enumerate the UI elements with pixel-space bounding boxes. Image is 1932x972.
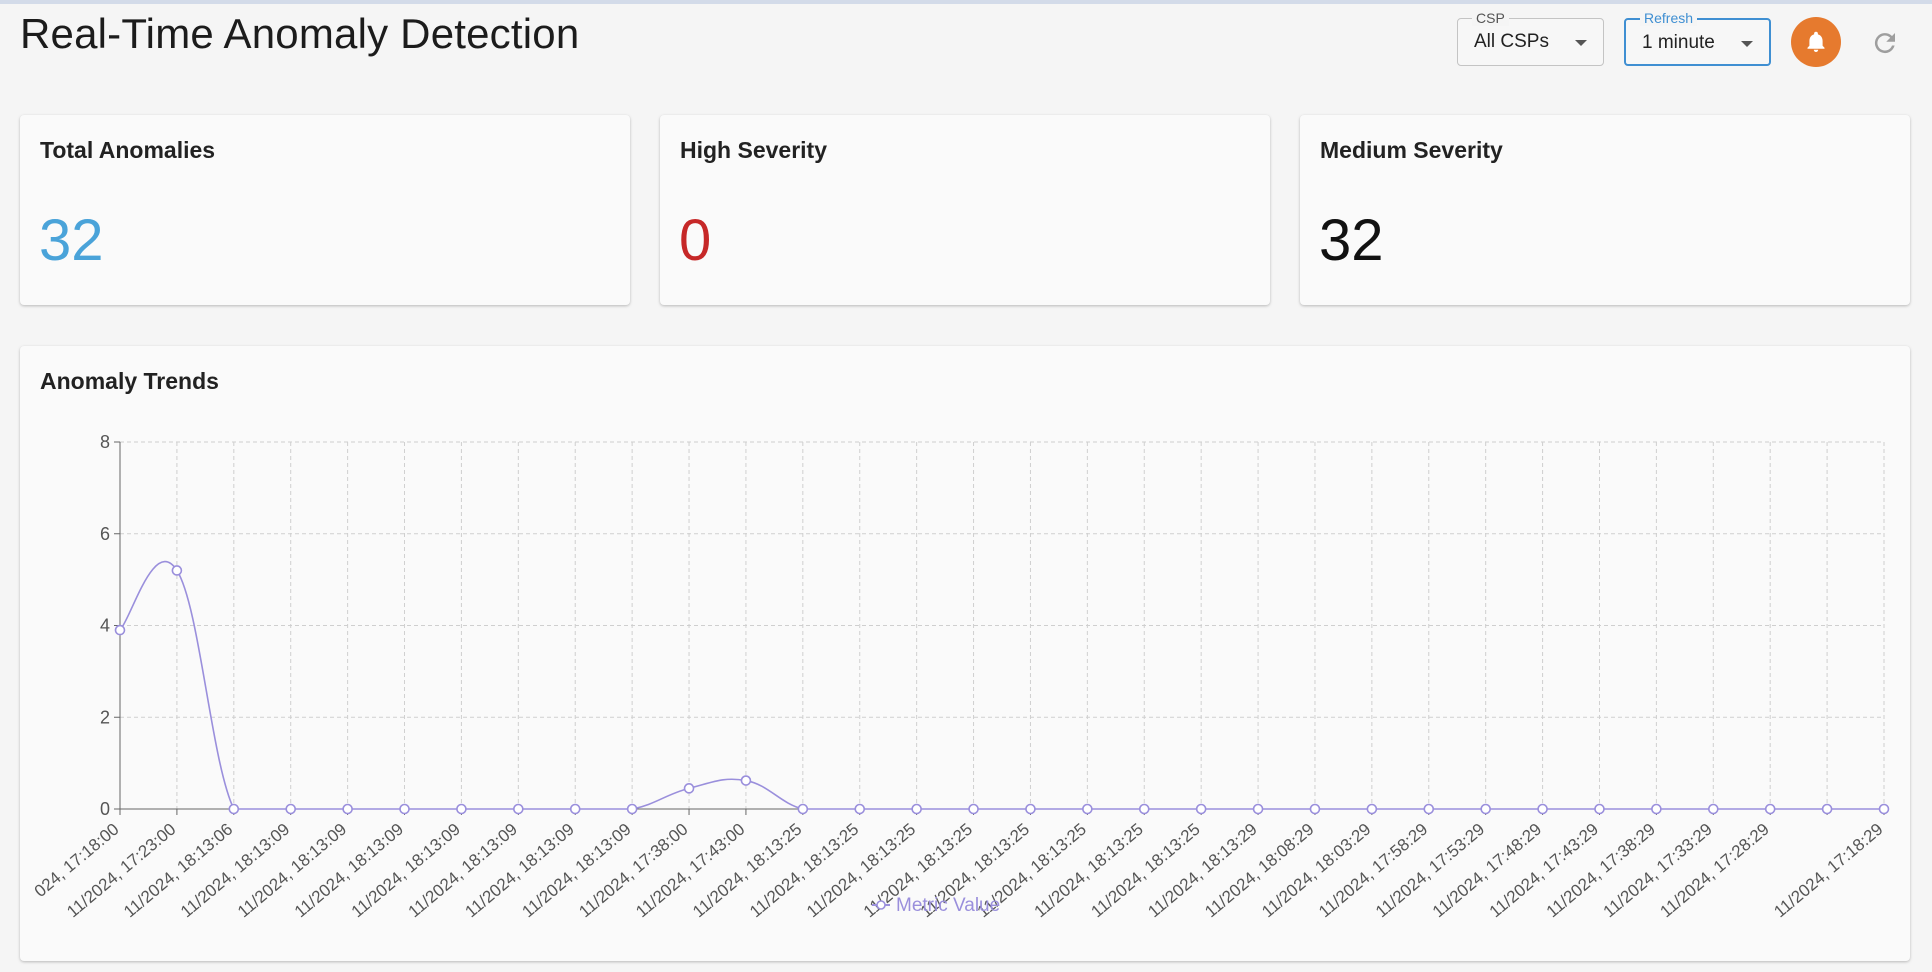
notifications-button[interactable] <box>1791 17 1841 67</box>
y-tick-label: 0 <box>100 799 110 819</box>
stat-label: High Severity <box>680 137 827 163</box>
stat-value: 32 <box>1319 208 1384 273</box>
y-tick-label: 6 <box>100 524 110 544</box>
legend-swatch-point <box>876 900 886 910</box>
data-point <box>968 803 979 815</box>
data-point <box>1594 803 1605 815</box>
data-point <box>683 783 695 794</box>
data-point <box>1423 803 1435 815</box>
data-point <box>854 803 866 815</box>
refresh-icon <box>1874 33 1895 54</box>
bell-icon <box>1807 31 1825 52</box>
legend-label: Metric Value <box>896 895 1000 916</box>
top-accent-line <box>0 0 1932 4</box>
data-point <box>1309 803 1321 815</box>
x-tick-label: 11/2024, 17:18:29 <box>1770 820 1886 922</box>
data-point <box>1082 803 1093 815</box>
stat-card-high-severity: High Severity 0 <box>660 115 1270 305</box>
refresh-interval-select[interactable]: Refresh 1 minute <box>1624 10 1771 66</box>
data-point <box>456 803 467 815</box>
stat-label: Total Anomalies <box>40 137 216 163</box>
data-point <box>1480 803 1491 815</box>
data-point <box>740 775 752 786</box>
data-point <box>228 803 240 815</box>
series-line <box>119 560 1884 810</box>
data-point <box>1138 803 1150 815</box>
stat-value: 32 <box>39 208 104 273</box>
y-tick-label: 4 <box>100 616 110 636</box>
data-point <box>1537 803 1548 815</box>
csp-select-value: All CSPs <box>1474 31 1549 52</box>
data-point <box>1025 803 1036 815</box>
data-point <box>285 803 297 815</box>
data-point <box>1366 803 1378 815</box>
data-point <box>114 624 126 636</box>
csp-select-label: CSP <box>1472 10 1509 26</box>
data-point <box>399 803 410 815</box>
caret-down-icon <box>1575 40 1587 46</box>
data-point <box>1821 803 1833 815</box>
data-point <box>171 565 183 576</box>
y-tick-label: 2 <box>100 707 110 727</box>
page-title: Real-Time Anomaly Detection <box>20 10 580 57</box>
csp-select[interactable]: CSP All CSPs <box>1457 10 1604 66</box>
refresh-select-value: 1 minute <box>1642 32 1715 53</box>
anomaly-trends-card: Anomaly Trends 0 2 4 6 8 024, 17:18:00 11/2024… <box>20 346 1910 961</box>
stat-value: 0 <box>679 208 712 273</box>
data-point <box>342 803 353 815</box>
stat-label: Medium Severity <box>1320 137 1503 163</box>
data-point <box>1252 803 1264 815</box>
data-point <box>1764 803 1776 815</box>
caret-down-icon <box>1741 41 1753 47</box>
data-point <box>797 803 809 815</box>
stat-card-total-anomalies: Total Anomalies 32 <box>20 115 630 305</box>
data-point <box>1878 803 1890 815</box>
refresh-select-label: Refresh <box>1640 10 1698 26</box>
data-point <box>569 803 581 815</box>
data-point <box>1651 803 1662 815</box>
y-tick-label: 8 <box>100 432 110 452</box>
data-point <box>911 803 922 815</box>
data-point <box>513 803 524 815</box>
stat-card-medium-severity: Medium Severity 32 <box>1300 115 1910 305</box>
data-point <box>1195 803 1207 815</box>
data-point <box>1707 803 1719 815</box>
data-point <box>626 803 638 815</box>
reload-button[interactable] <box>1870 28 1900 58</box>
chart-title: Anomaly Trends <box>40 368 219 394</box>
